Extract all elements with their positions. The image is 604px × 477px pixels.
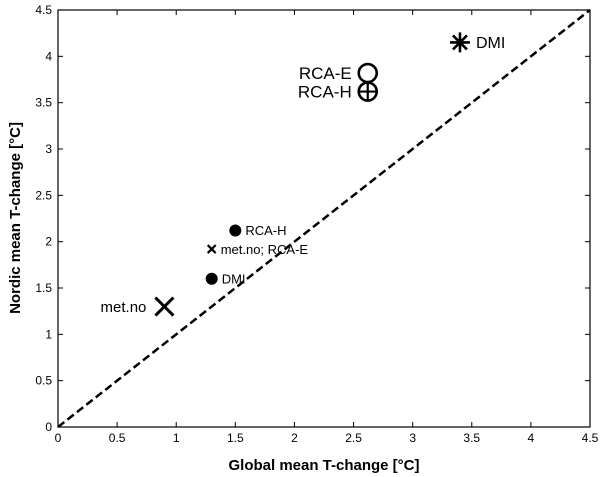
x-tick-label: 3.5 (463, 431, 480, 445)
point-label: DMI (476, 35, 505, 52)
point-marker-dot (229, 224, 242, 237)
point-label: RCA-H (245, 223, 286, 238)
point-marker-asterisk (449, 32, 470, 53)
reference-line-group (57, 9, 591, 428)
y-tick-label: 3.5 (35, 96, 52, 110)
point-label: met.no; RCA-E (221, 242, 309, 257)
y-tick-label: 1 (45, 327, 52, 341)
y-axis-title: Nordic mean T-change [°C] (7, 122, 24, 314)
point-label: RCA-H (298, 83, 352, 102)
data-point: RCA-H (298, 81, 379, 102)
x-tick-label: 3 (409, 431, 416, 445)
y-tick-label: 2.5 (35, 188, 52, 202)
x-tick-label: 2.5 (345, 431, 362, 445)
point-marker-dot (205, 272, 218, 285)
x-tick-label: 1.5 (227, 431, 244, 445)
x-axis-ticks: 0 0.5 1 1.5 2 2.5 3 3.5 4 4.5 (55, 10, 599, 445)
x-axis-title: Global mean T-change [°C] (228, 457, 419, 474)
y-tick-label: 1.5 (35, 281, 52, 295)
data-point: DMI (449, 32, 505, 53)
point-marker-x-large (154, 296, 175, 317)
x-tick-label: 4 (528, 431, 535, 445)
point-marker-plus (358, 82, 377, 101)
y-tick-label: 4 (45, 49, 52, 63)
y-axis-ticks: 0 0.5 1 1.5 2 2.5 3 3.5 4 4.5 (35, 3, 590, 434)
y-tick-label: 2 (45, 235, 52, 249)
reference-line (57, 9, 591, 428)
point-label: RCA-E (299, 64, 352, 83)
y-tick-label: 0.5 (35, 374, 52, 388)
x-tick-label: 2 (291, 431, 298, 445)
data-point: met.no (101, 296, 175, 317)
x-tick-label: 0 (55, 431, 62, 445)
y-tick-label: 0 (45, 420, 52, 434)
data-point: RCA-H (229, 223, 287, 238)
data-point: met.no; RCA-E (206, 242, 309, 257)
point-marker-x-small (206, 244, 217, 254)
x-tick-label: 1 (173, 431, 180, 445)
point-label: met.no (101, 299, 147, 316)
data-point: DMI (205, 271, 246, 286)
x-tick-label: 4.5 (582, 431, 599, 445)
point-label: DMI (222, 271, 246, 286)
y-tick-label: 4.5 (35, 3, 52, 17)
y-tick-label: 3 (45, 142, 52, 156)
x-tick-label: 0.5 (109, 431, 126, 445)
